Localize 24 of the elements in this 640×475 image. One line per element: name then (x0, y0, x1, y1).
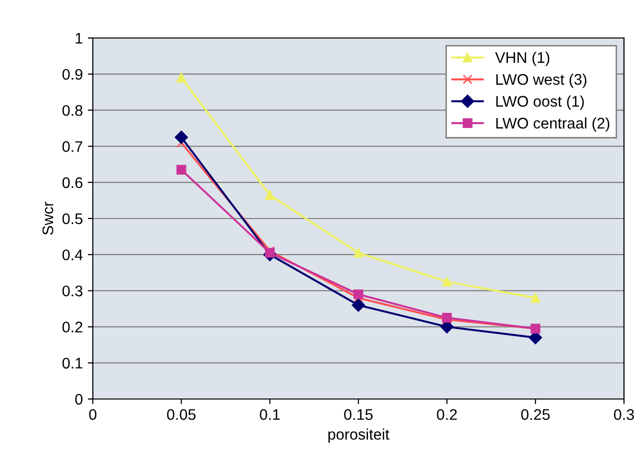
legend-label: LWO oost (1) (496, 96, 584, 110)
y-tick-label: 0.2 (62, 322, 82, 332)
x-tick-label: 0.15 (344, 409, 373, 420)
x-axis-title: porositeit (328, 428, 390, 443)
legend-label: LWO centraal (2) (496, 117, 610, 132)
legend-label: LWO west (3) (496, 74, 586, 88)
x-tick-label: 0.05 (167, 409, 196, 420)
x-tick-label: 0.25 (521, 409, 550, 420)
x-tick-label: 0.3 (614, 409, 634, 420)
y-tick-label: 0.6 (62, 177, 82, 188)
legend-label: VHN (1) (495, 52, 550, 66)
x-tick-label: 0 (89, 409, 96, 420)
y-tick-label: 0.7 (62, 141, 82, 152)
y-tick-label: 0.1 (62, 358, 82, 369)
y-tick-label: 0.4 (62, 249, 83, 260)
y-tick-label: 0 (75, 394, 82, 405)
y-tick-label: 0.9 (62, 68, 82, 80)
y-tick-label: 0.5 (62, 213, 82, 224)
y-tick-label: 1 (76, 33, 82, 44)
x-tick-label: 0.1 (260, 409, 280, 420)
x-tick-label: 0.2 (436, 409, 457, 420)
y-tick-label: 0.3 (62, 286, 82, 296)
y-axis-title: Swcr (42, 202, 54, 235)
y-tick-label: 0.8 (62, 105, 82, 116)
